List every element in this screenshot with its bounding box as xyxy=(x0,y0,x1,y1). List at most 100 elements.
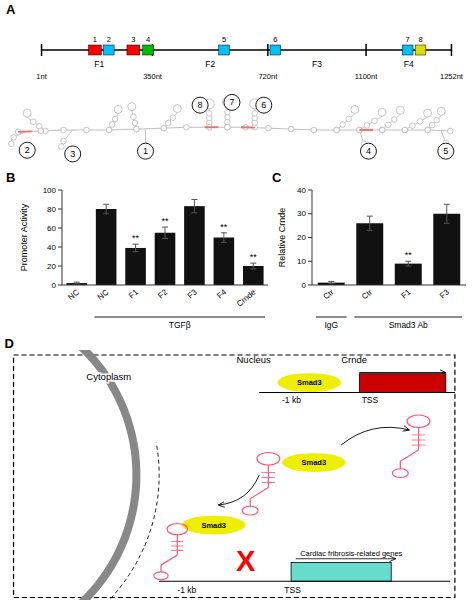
loop-marker xyxy=(65,146,81,162)
significance-label: ** xyxy=(250,252,258,262)
protein-label: Smad3 xyxy=(201,521,226,530)
nucleotide xyxy=(252,111,258,117)
position-label: 1100nt xyxy=(355,72,378,81)
sequence-line xyxy=(42,49,452,51)
loop-label: 4 xyxy=(366,146,371,156)
position-tick xyxy=(451,44,453,56)
nucleotide xyxy=(106,127,112,133)
y-tick-label: 20 xyxy=(297,233,306,242)
rna-strand xyxy=(412,445,426,446)
nucleotide xyxy=(61,127,67,133)
nucleotide xyxy=(131,114,137,120)
highlight xyxy=(18,130,32,132)
error-bar xyxy=(133,244,139,252)
error-bar xyxy=(250,263,256,269)
protein-label: Smad3 xyxy=(302,458,327,467)
position-label: 720nt xyxy=(258,72,278,81)
x-tick-label: Ctr xyxy=(322,287,336,301)
panel-title: C xyxy=(272,170,282,185)
nucleotide xyxy=(132,120,138,126)
hairpin-loop xyxy=(351,105,359,113)
nucleotide xyxy=(379,127,385,133)
x-tick-label: Ctr xyxy=(360,287,374,301)
rna-strand xyxy=(177,535,178,555)
rna-backbone xyxy=(18,127,450,132)
loop-marker xyxy=(256,97,272,113)
element-label: 2 xyxy=(107,35,111,44)
export-path xyxy=(55,442,159,600)
y-tick xyxy=(58,247,62,248)
hairpin-loop xyxy=(424,109,432,117)
group-bracket xyxy=(94,317,265,318)
rna-strand xyxy=(268,465,269,488)
loop-marker xyxy=(192,97,208,113)
rna-strand xyxy=(171,541,183,542)
figure: A1nt350nt720nt1100nt1252ntF1F2F3F4123456… xyxy=(0,0,474,610)
loop-label: 1 xyxy=(143,146,148,156)
y-tick-label: 60 xyxy=(47,224,56,233)
y-tick xyxy=(58,209,62,210)
arrow xyxy=(218,475,259,505)
rna-loop xyxy=(242,506,258,515)
fragment-label: F3 xyxy=(312,59,322,69)
bar xyxy=(395,264,422,285)
y-tick xyxy=(308,261,312,262)
nucleotide xyxy=(170,115,176,121)
y-tick xyxy=(58,266,62,267)
loop-label: 2 xyxy=(25,145,30,155)
loop-marker xyxy=(360,143,376,159)
position-label: 1252nt xyxy=(440,72,464,81)
fragment-label: F4 xyxy=(404,59,414,69)
nucleotide xyxy=(372,118,378,124)
arrow xyxy=(296,558,396,559)
nucleotide xyxy=(334,127,340,133)
error-bar xyxy=(103,204,109,214)
x-axis xyxy=(62,285,268,286)
nucleotide xyxy=(434,117,440,123)
group-label: TGFβ xyxy=(169,320,191,330)
rna-strand xyxy=(171,546,183,547)
error-bar xyxy=(221,233,227,243)
significance-label: ** xyxy=(405,250,413,260)
bar-chart: **010203040CtrCtrF1F3Relative CrndeCIgGS… xyxy=(272,170,466,330)
y-tick-label: 0 xyxy=(52,281,57,290)
nucleotide xyxy=(134,126,140,132)
loop-label: 3 xyxy=(70,149,75,159)
y-tick-label: 0 xyxy=(302,281,307,290)
error-bar xyxy=(328,281,334,283)
position-label: 1nt xyxy=(36,72,47,81)
panel-title: B xyxy=(6,170,15,185)
position-label: 350nt xyxy=(143,72,163,81)
bar xyxy=(155,233,176,285)
panel-title: D xyxy=(4,336,13,351)
hairpin-loop xyxy=(396,106,404,114)
nucleotide xyxy=(106,127,112,133)
loop-label: 5 xyxy=(443,146,448,156)
element-box xyxy=(143,45,154,55)
loop-marker xyxy=(438,143,454,159)
protein-label: Smad3 xyxy=(297,378,322,387)
nucleotide xyxy=(30,119,36,125)
diagram-label: Crnde xyxy=(341,354,367,365)
rna-strand xyxy=(161,555,177,565)
crnde-gene xyxy=(359,374,445,393)
cell-border xyxy=(14,355,455,598)
error-bar xyxy=(162,227,168,238)
rna-strand xyxy=(400,450,418,461)
bar xyxy=(184,206,205,285)
hairpin-loop xyxy=(23,109,31,117)
element-label: 8 xyxy=(418,35,422,44)
plot-area xyxy=(66,200,263,286)
nucleotide xyxy=(429,122,435,128)
hairpin-loop xyxy=(437,107,445,115)
y-tick xyxy=(58,285,62,286)
loop-label: 8 xyxy=(198,100,203,110)
nucleotide xyxy=(84,127,90,133)
diagram-label: TSS xyxy=(284,585,301,595)
position-tick xyxy=(267,44,269,56)
x-axis xyxy=(312,285,466,286)
y-axis-label: Promoter Activity xyxy=(19,203,29,271)
group-label: IgG xyxy=(324,320,338,330)
rna-loop xyxy=(392,469,408,478)
error-bar xyxy=(367,216,373,230)
